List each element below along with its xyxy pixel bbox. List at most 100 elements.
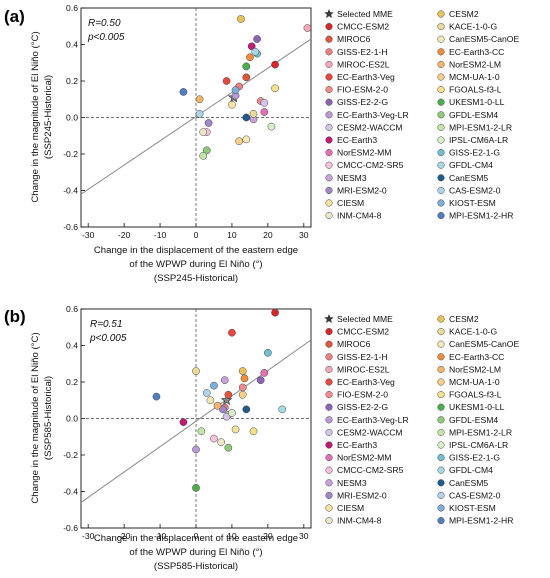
- y-tick-label: 0.6: [66, 3, 78, 13]
- point-noresm2-lm: [213, 401, 222, 410]
- fit-line-b: [80, 339, 312, 503]
- legend-label: EC-Earth3: [337, 440, 377, 450]
- legend-label: NorESM2-LM: [449, 364, 501, 374]
- y-tick-label: 0.2: [66, 76, 78, 86]
- legend-label: INM-CM4-8: [337, 211, 382, 221]
- panel-a: (a) -30 -20 -10 0 10 20 30 -0.6 -0.4 -0.2 0.0 0.2 0.…: [4, 3, 519, 284]
- legend-label: UKESM1-0-LL: [449, 97, 505, 107]
- legend-marker: [325, 416, 333, 424]
- legend-label: CAS-ESM2-0: [449, 185, 501, 195]
- legend-marker: [437, 111, 445, 119]
- legend-marker: [437, 454, 445, 462]
- legend-marker: [437, 491, 445, 499]
- legend-label: MIROC-ES2L: [337, 59, 390, 69]
- y-tick-label: 0.4: [66, 341, 78, 351]
- legend-marker: [325, 328, 333, 336]
- x-tick-label: 30: [299, 531, 309, 541]
- point-canesm5: [242, 113, 251, 122]
- point-cesm2-waccm: [222, 412, 231, 421]
- x-axis-label-b-1: Change in the displacement of the easter…: [94, 533, 298, 544]
- point-cas-esm2-0: [202, 389, 211, 397]
- point-ec-earth3-veg: [228, 328, 236, 337]
- legend-label: Selected MME: [337, 9, 393, 19]
- x-tick-label: 0: [194, 531, 199, 541]
- point-ciesm: [231, 425, 240, 434]
- legend-label: CanESM5-CanOE: [449, 339, 519, 349]
- legend-b: Selected MME CMCC-ESM2 MIROC6 GISS-E2-1-H MI…: [324, 313, 519, 526]
- legend-label: CanESM5-CanOE: [449, 34, 519, 44]
- legend-label: GISS-E2-1-G: [449, 148, 500, 158]
- regression-line: [80, 339, 312, 503]
- legend-label: CESM2-WACCM: [337, 427, 403, 437]
- legend-label: EC-Earth3-Veg: [337, 377, 395, 387]
- legend-marker: [325, 479, 333, 487]
- point-kiost-esm: [231, 86, 240, 94]
- legend-marker: [325, 199, 333, 207]
- point-ec-earth3-cc: [240, 374, 249, 383]
- x-tick-label: 10: [227, 531, 237, 541]
- x-tick-label: 10: [227, 230, 237, 240]
- point-ukesm1-0-ll: [242, 62, 251, 71]
- y-axis-label-b-2: (SSP585-Historical): [43, 376, 54, 460]
- legend-marker: [325, 161, 333, 169]
- markers-b: [152, 308, 287, 492]
- point-ec-earth3-cc: [246, 53, 254, 62]
- r-value-b: R=0.51: [90, 319, 123, 330]
- y-tick-label: -0.6: [63, 523, 78, 533]
- legend-label: MCM-UA-1-0: [449, 377, 500, 387]
- point-nesm3: [220, 376, 229, 385]
- legend-marker: [437, 23, 445, 31]
- point-fgoals-f3-l: [271, 84, 279, 93]
- point-ec-earth3: [247, 42, 256, 51]
- legend-label: MCM-UA-1-0: [449, 72, 500, 82]
- legend-label: MPI-ESM1-2-LR: [449, 427, 512, 437]
- legend-marker: [325, 23, 333, 31]
- legend-label: NESM3: [337, 173, 367, 183]
- legend-marker: [437, 403, 445, 411]
- legend-label: FIO-ESM-2-0: [337, 390, 388, 400]
- point-fgoals-f3-l: [249, 427, 258, 436]
- legend-marker: [437, 517, 445, 525]
- point-canesm5-canoe: [206, 396, 215, 405]
- legend-marker: [437, 365, 445, 373]
- point-cmcc-esm2: [271, 308, 279, 317]
- legend-marker: [325, 212, 333, 220]
- legend-label: CESM2: [449, 314, 479, 324]
- legend-label: CESM2: [449, 9, 479, 19]
- legend-label: GFDL-ESM4: [449, 415, 498, 425]
- legend-marker: [325, 86, 333, 94]
- legend-marker: [325, 98, 333, 106]
- legend-label: GFDL-CM4: [449, 160, 493, 170]
- y-tick-label: -0.4: [63, 487, 78, 497]
- legend-label: NorESM2-LM: [449, 59, 501, 69]
- legend-label: EC-Earth3-Veg: [337, 72, 395, 82]
- point-ciesm: [228, 100, 236, 109]
- y-axis-label-a: Change in the magnitude of El Niño (°C): [30, 31, 41, 202]
- point-mcm-ua-1-0: [235, 137, 243, 146]
- point-cas-esm2-0: [195, 110, 204, 118]
- legend-a: Selected MME CMCC-ESM2 MIROC6 GISS-E2-1-H MI…: [324, 8, 519, 221]
- point-kace-1-0-g: [192, 367, 200, 375]
- legend-marker: [437, 136, 445, 144]
- legend-marker: [437, 174, 445, 182]
- legend-label: GISS-E2-2-G: [337, 402, 388, 412]
- legend-label: KIOST-ESM: [449, 198, 496, 208]
- legend-label: IPSL-CM6A-LR: [449, 135, 508, 145]
- legend-marker: [325, 35, 333, 43]
- point-mpi-esm1-2-hr: [152, 392, 161, 401]
- point-cmcc-esm2: [271, 60, 279, 69]
- legend-label: MIROC6: [337, 339, 371, 349]
- legend-marker: [325, 466, 333, 474]
- legend-marker: [437, 479, 445, 487]
- x-tick-label: -20: [118, 230, 131, 240]
- legend-marker-star: [324, 313, 334, 324]
- legend-marker: [325, 353, 333, 361]
- legend-marker: [437, 86, 445, 94]
- legend-label: EC-Earth3-Veg-LR: [337, 415, 409, 425]
- legend-marker: [437, 98, 445, 106]
- legend-marker: [437, 73, 445, 81]
- point-giss-e2-2-g: [253, 35, 261, 43]
- legend-label: UKESM1-0-LL: [449, 402, 505, 412]
- legend-label: CMCC-CM2-SR5: [337, 465, 404, 475]
- legend-label: NorESM2-MM: [337, 453, 391, 463]
